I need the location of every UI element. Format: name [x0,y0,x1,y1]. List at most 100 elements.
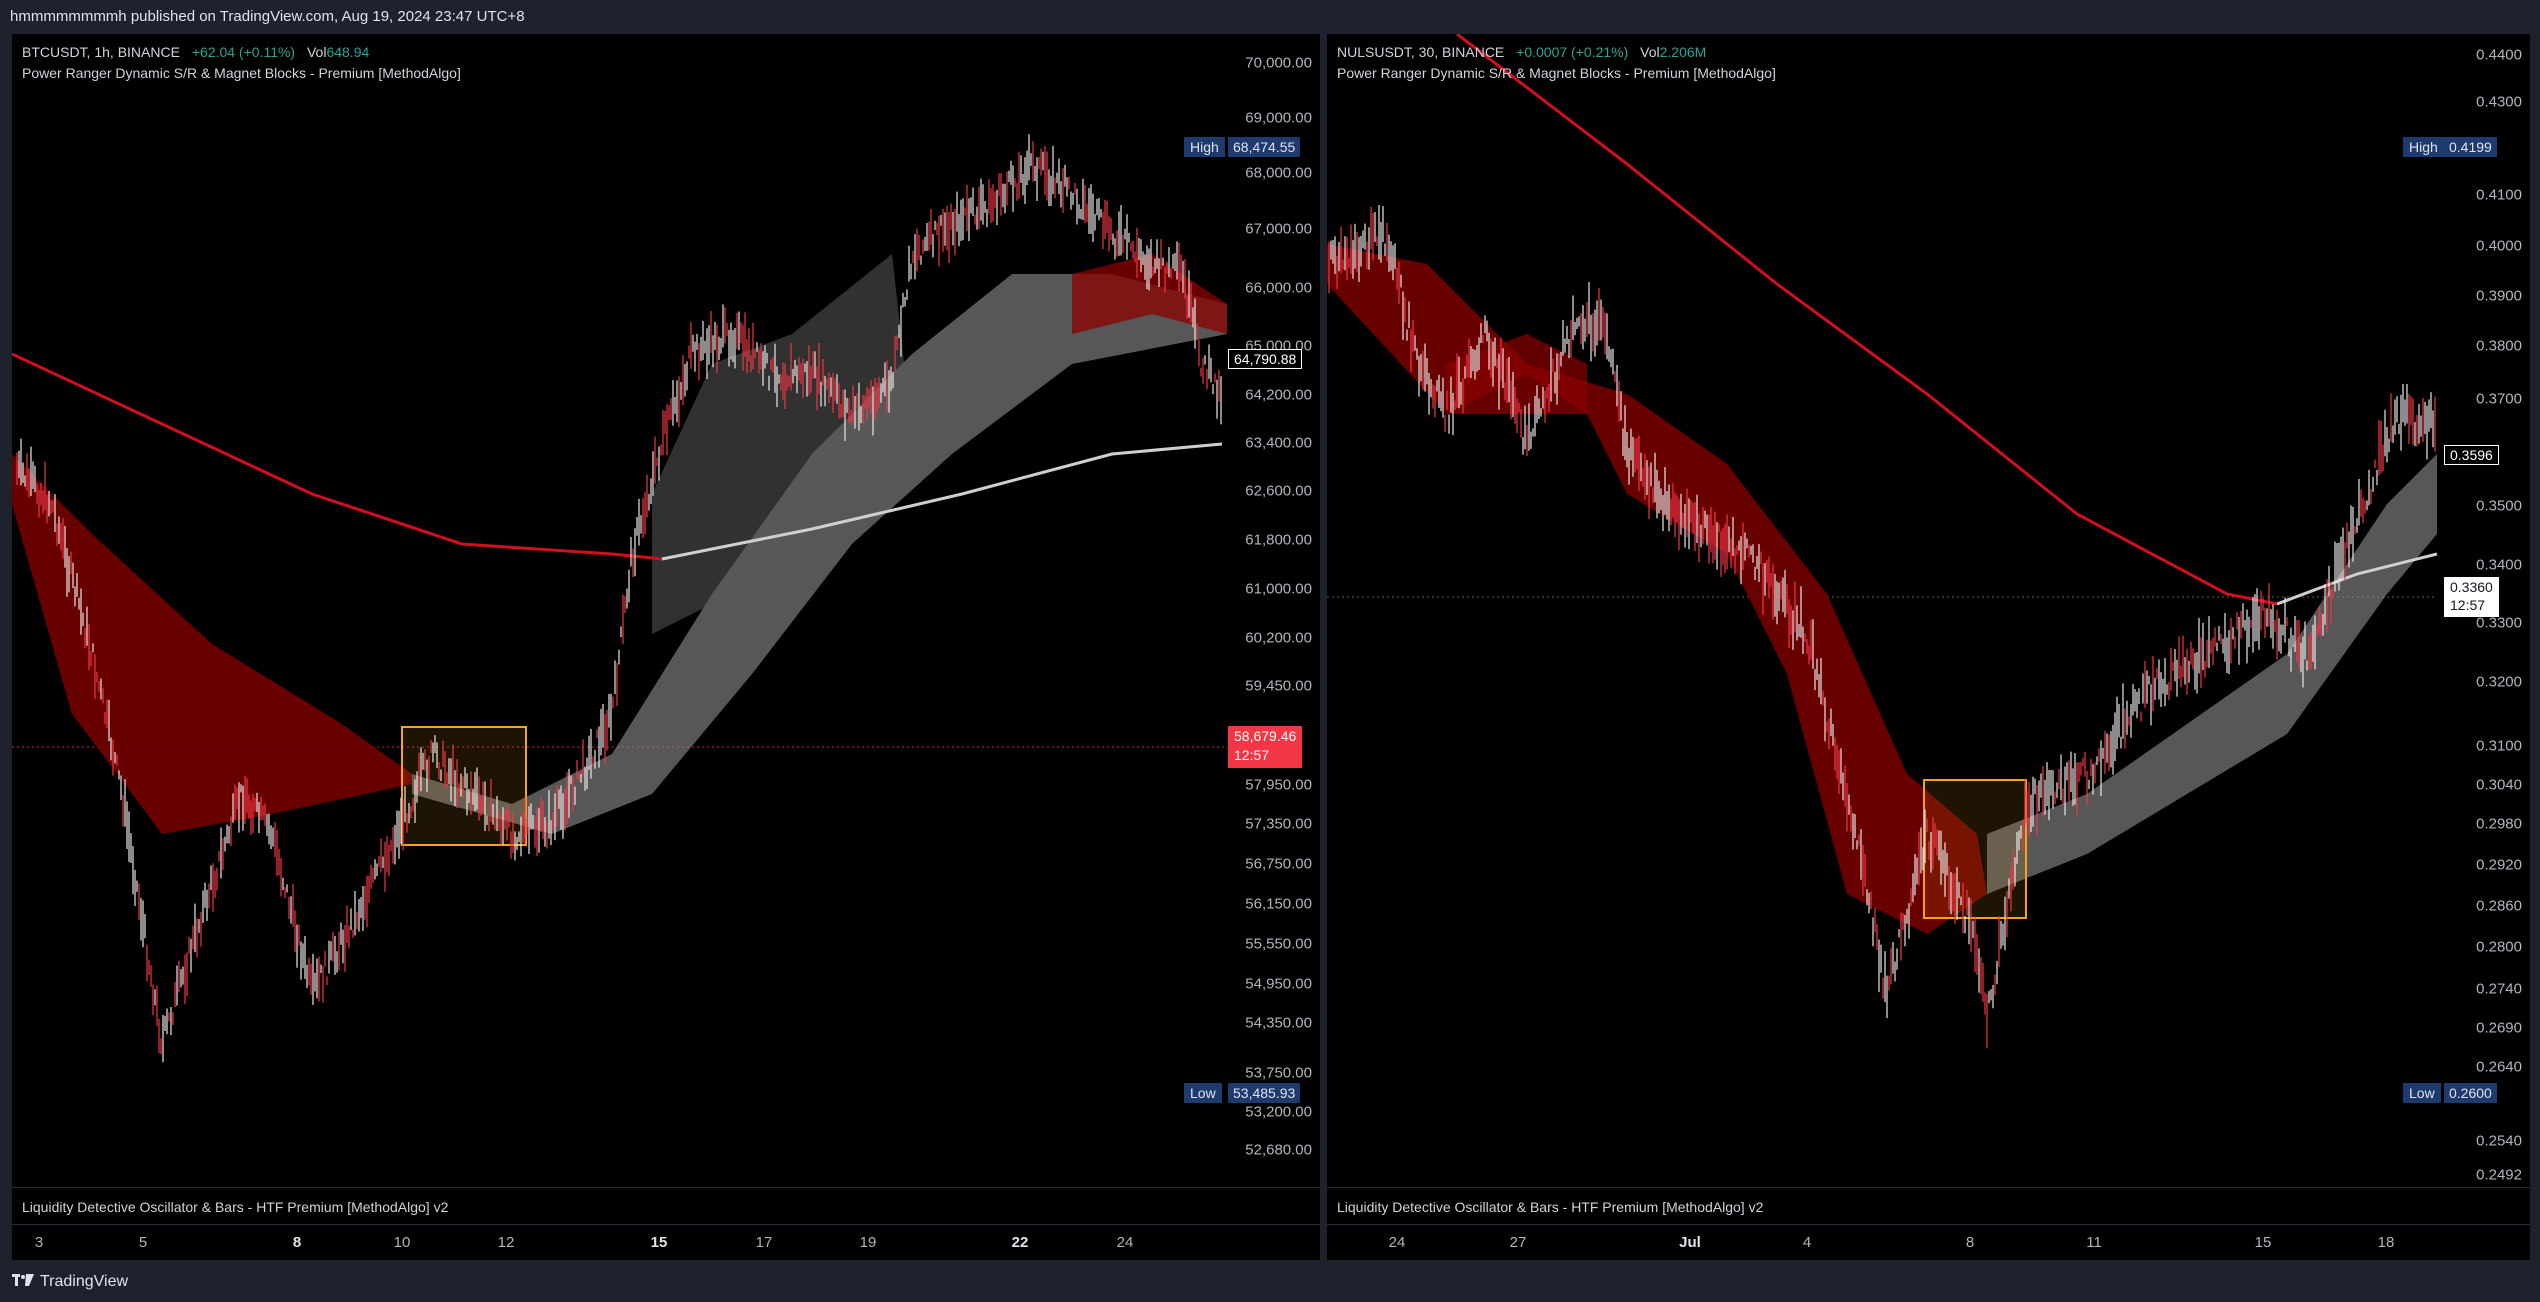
price-tick-label: 54,950.00 [1245,975,1312,993]
price-tick-label: 0.2540 [2476,1132,2522,1150]
change-value: +0.0007 (+0.21%) [1516,44,1629,60]
price-tick-label: 0.3040 [2476,776,2522,794]
price-tick-label: 60,200.00 [1245,629,1312,647]
price-tick-label: 54,350.00 [1245,1014,1312,1032]
price-tick-label: 0.3800 [2476,337,2522,355]
publish-info-bar: hmmmmmmmmh published on TradingView.com,… [10,8,525,25]
candlestick-series [1328,204,2436,1049]
time-tick-label: 19 [859,1234,877,1251]
low-price-badge: 0.2600 [2444,1083,2497,1103]
support-resistance-band [1327,244,1987,934]
price-tick-label: 0.3100 [2476,737,2522,755]
price-tick-label: 0.2492 [2476,1166,2522,1184]
price-tick-label: 59,450.00 [1245,677,1312,695]
price-tick-label: 63,400.00 [1245,434,1312,452]
volume-value: 648.94 [326,44,370,60]
ema-line-red [12,352,663,561]
support-resistance-band [1447,334,1587,414]
high-price-badge: 0.4199 [2444,137,2497,157]
price-tick-label: 0.2980 [2476,815,2522,833]
low-marker-label: Low [2403,1083,2441,1103]
tradingview-logo-icon [12,1262,34,1302]
indicator-legend[interactable]: Power Ranger Dynamic S/R & Magnet Blocks… [22,65,461,81]
price-tick-label: 70,000.00 [1245,54,1312,72]
price-tick-label: 0.3400 [2476,556,2522,574]
price-tick-label: 0.4400 [2476,46,2522,64]
price-chart-canvas[interactable] [12,34,1320,1187]
chart-legend: NULSUSDT, 30, BINANCE +0.0007 (+0.21%) V… [1337,42,1776,84]
crosshair-price-badge: 58,679.46 12:57 [1228,726,1303,768]
time-tick-label: 17 [755,1234,773,1251]
current-price-badge: 64,790.88 [1228,349,1303,369]
oscillator-pane-legend[interactable]: Liquidity Detective Oscillator & Bars - … [1327,1187,2530,1225]
chart-drawing [1327,34,2438,1049]
oscillator-pane-legend[interactable]: Liquidity Detective Oscillator & Bars - … [12,1187,1320,1225]
low-price-badge: 53,485.93 [1228,1083,1301,1103]
price-tick-label: 53,200.00 [1245,1103,1312,1121]
price-tick-label: 56,750.00 [1245,855,1312,873]
support-resistance-band [1987,454,2437,894]
crosshair-price-badge: 0.3360 12:57 [2444,577,2499,617]
symbol-label[interactable]: BTCUSDT, 1h, BINANCE [22,44,180,60]
ema-line-gray [2276,552,2438,606]
price-tick-label: 0.3300 [2476,614,2522,632]
price-tick-label: 61,800.00 [1245,531,1312,549]
time-tick-label: 15 [650,1234,668,1251]
price-tick-label: 68,000.00 [1245,164,1312,182]
time-tick-label: 11 [2086,1234,2102,1251]
time-tick-label: 8 [292,1234,302,1251]
chart-drawing [12,134,1227,1063]
price-tick-label: 0.3900 [2476,287,2522,305]
high-marker-label: High [2403,137,2444,157]
time-tick-label: 22 [1011,1234,1029,1251]
price-tick-label: 0.2860 [2476,897,2522,915]
price-tick-label: 0.3500 [2476,497,2522,515]
brand-name: TradingView [40,1273,129,1291]
time-tick-label: Jul [1679,1234,1701,1251]
time-tick-label: 27 [1509,1234,1527,1251]
time-axis[interactable]: 3 5 8 10 12 15 17 19 22 24 [12,1226,1320,1260]
price-tick-label: 55,550.00 [1245,935,1312,953]
change-value: +62.04 (+0.11%) [191,44,296,60]
price-tick-label: 0.3200 [2476,673,2522,691]
price-tick-label: 64,200.00 [1245,386,1312,404]
volume-label: Vol [306,44,327,60]
current-price-badge: 0.3596 [2444,445,2499,465]
time-axis[interactable]: 24 27 Jul 4 8 11 15 18 [1327,1226,2530,1260]
price-tick-label: 67,000.00 [1245,220,1312,238]
price-tick-label: 0.4300 [2476,93,2522,111]
high-marker-label: High [1184,137,1225,157]
price-tick-label: 62,600.00 [1245,482,1312,500]
price-tick-label: 52,680.00 [1245,1141,1312,1159]
price-tick-label: 0.3700 [2476,390,2522,408]
price-tick-label: 0.2920 [2476,856,2522,874]
high-price-badge: 68,474.55 [1228,137,1301,157]
time-tick-label: 3 [34,1234,44,1251]
footer-brand[interactable]: TradingView [0,1262,2540,1302]
price-chart-canvas[interactable] [1327,34,2530,1187]
time-tick-label: 10 [393,1234,411,1251]
price-tick-label: 66,000.00 [1245,279,1312,297]
time-tick-label: 18 [2377,1234,2395,1251]
price-tick-label: 53,750.00 [1245,1064,1312,1082]
volume-value: 2.206M [1659,44,1707,60]
support-resistance-band [1072,254,1227,334]
price-tick-label: 0.2800 [2476,938,2522,956]
symbol-label[interactable]: NULSUSDT, 30, BINANCE [1337,44,1505,60]
chart-panel-btcusdt[interactable]: BTCUSDT, 1h, BINANCE +62.04 (+0.11%) Vol… [12,34,1320,1260]
chart-panel-nulsusdt[interactable]: NULSUSDT, 30, BINANCE +0.0007 (+0.21%) V… [1327,34,2530,1260]
time-tick-label: 5 [138,1234,148,1251]
price-tick-label: 0.2690 [2476,1019,2522,1037]
price-tick-label: 57,950.00 [1245,776,1312,794]
price-tick-label: 56,150.00 [1245,895,1312,913]
indicator-legend[interactable]: Power Ranger Dynamic S/R & Magnet Blocks… [1337,65,1776,81]
ema-line-red [1456,34,2278,606]
time-tick-label: 4 [1802,1234,1812,1251]
ema-line-gray [661,442,1223,561]
time-tick-label: 24 [1388,1234,1406,1251]
price-tick-label: 57,350.00 [1245,815,1312,833]
low-marker-label: Low [1184,1083,1222,1103]
volume-label: Vol [1640,44,1660,60]
support-resistance-band [412,274,1227,834]
price-tick-label: 0.4100 [2476,186,2522,204]
